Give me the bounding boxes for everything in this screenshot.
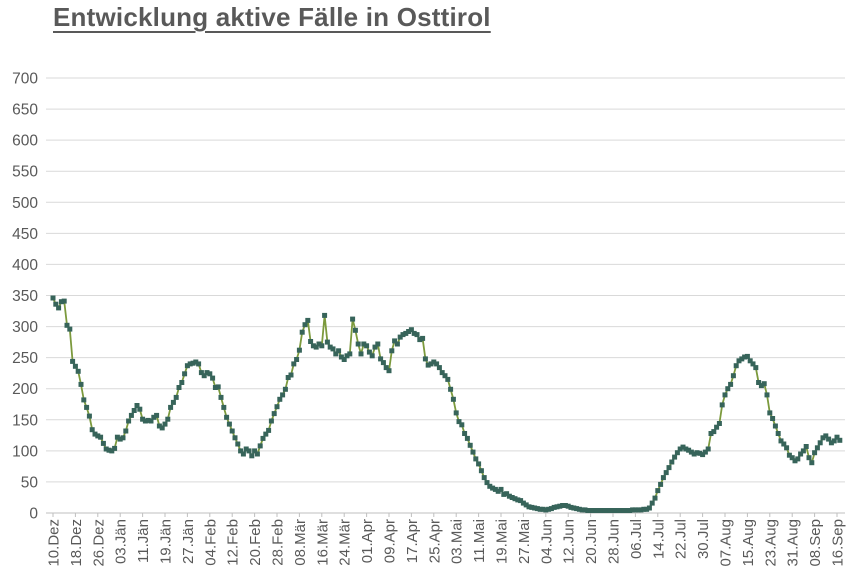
svg-text:08.Mär: 08.Mär — [292, 519, 309, 566]
svg-text:14.Jul: 14.Jul — [650, 519, 667, 559]
svg-text:0: 0 — [29, 506, 38, 523]
svg-text:30.Jul: 30.Jul — [695, 519, 712, 559]
svg-text:650: 650 — [12, 102, 38, 119]
chart-title: Entwicklung aktive Fälle in Osttirol — [53, 2, 491, 32]
svg-text:25.Apr: 25.Apr — [426, 519, 443, 563]
svg-text:01.Apr: 01.Apr — [359, 519, 376, 563]
svg-text:500: 500 — [12, 195, 38, 212]
data-markers — [50, 295, 843, 513]
svg-text:03.Jän: 03.Jän — [113, 519, 130, 564]
svg-text:28.Jun: 28.Jun — [606, 519, 623, 564]
svg-text:200: 200 — [12, 381, 38, 398]
svg-text:100: 100 — [12, 443, 38, 460]
svg-text:250: 250 — [12, 350, 38, 367]
svg-text:17.Apr: 17.Apr — [404, 519, 421, 563]
svg-text:07.Aug: 07.Aug — [718, 519, 735, 567]
svg-text:27.Mai: 27.Mai — [516, 519, 533, 564]
svg-text:09.Apr: 09.Apr — [382, 519, 399, 563]
svg-text:11.Jän: 11.Jän — [135, 519, 152, 563]
svg-text:27.Jän: 27.Jän — [180, 519, 197, 564]
svg-text:15.Aug: 15.Aug — [740, 519, 757, 567]
svg-text:06.Jul: 06.Jul — [628, 519, 645, 559]
svg-text:23.Aug: 23.Aug — [762, 519, 779, 567]
svg-text:22.Jul: 22.Jul — [673, 519, 690, 559]
svg-text:700: 700 — [12, 71, 38, 88]
svg-text:12.Feb: 12.Feb — [225, 519, 242, 566]
svg-text:03.Mai: 03.Mai — [449, 519, 466, 564]
svg-text:11.Mai: 11.Mai — [471, 519, 488, 563]
gridlines — [46, 77, 845, 483]
svg-text:18.Dez: 18.Dez — [68, 519, 85, 567]
svg-text:450: 450 — [12, 226, 38, 243]
svg-text:12.Jun: 12.Jun — [561, 519, 578, 564]
svg-text:08.Sep: 08.Sep — [807, 519, 824, 567]
svg-text:20.Feb: 20.Feb — [247, 519, 264, 566]
svg-text:26.Dez: 26.Dez — [90, 519, 107, 567]
svg-text:04.Feb: 04.Feb — [202, 519, 219, 566]
svg-text:400: 400 — [12, 257, 38, 274]
svg-text:16.Mär: 16.Mär — [314, 519, 331, 566]
svg-text:350: 350 — [12, 288, 38, 305]
svg-text:16.Sep: 16.Sep — [830, 519, 847, 567]
x-axis-labels: 10.Dez 18.Dez 26.Dez 03.Jän 11.Jän 19.Jän 27.J… — [46, 519, 847, 567]
svg-text:300: 300 — [12, 319, 38, 336]
svg-text:28.Feb: 28.Feb — [270, 519, 287, 566]
svg-text:50: 50 — [21, 474, 39, 491]
x-axis — [46, 512, 845, 517]
svg-text:20.Jun: 20.Jun — [583, 519, 600, 564]
svg-text:150: 150 — [12, 412, 38, 429]
svg-text:19.Mai: 19.Mai — [494, 519, 511, 564]
svg-text:04.Jun: 04.Jun — [538, 519, 555, 564]
svg-text:19.Jän: 19.Jän — [158, 519, 175, 564]
svg-text:550: 550 — [12, 164, 38, 181]
svg-text:10.Dez: 10.Dez — [46, 519, 63, 567]
svg-text:24.Mär: 24.Mär — [337, 519, 354, 566]
svg-text:600: 600 — [12, 133, 38, 150]
svg-text:31.Aug: 31.Aug — [785, 519, 802, 567]
y-axis-labels: 0 50 100 150 200 250 300 350 400 450 500 550 600 650 7… — [12, 71, 38, 523]
